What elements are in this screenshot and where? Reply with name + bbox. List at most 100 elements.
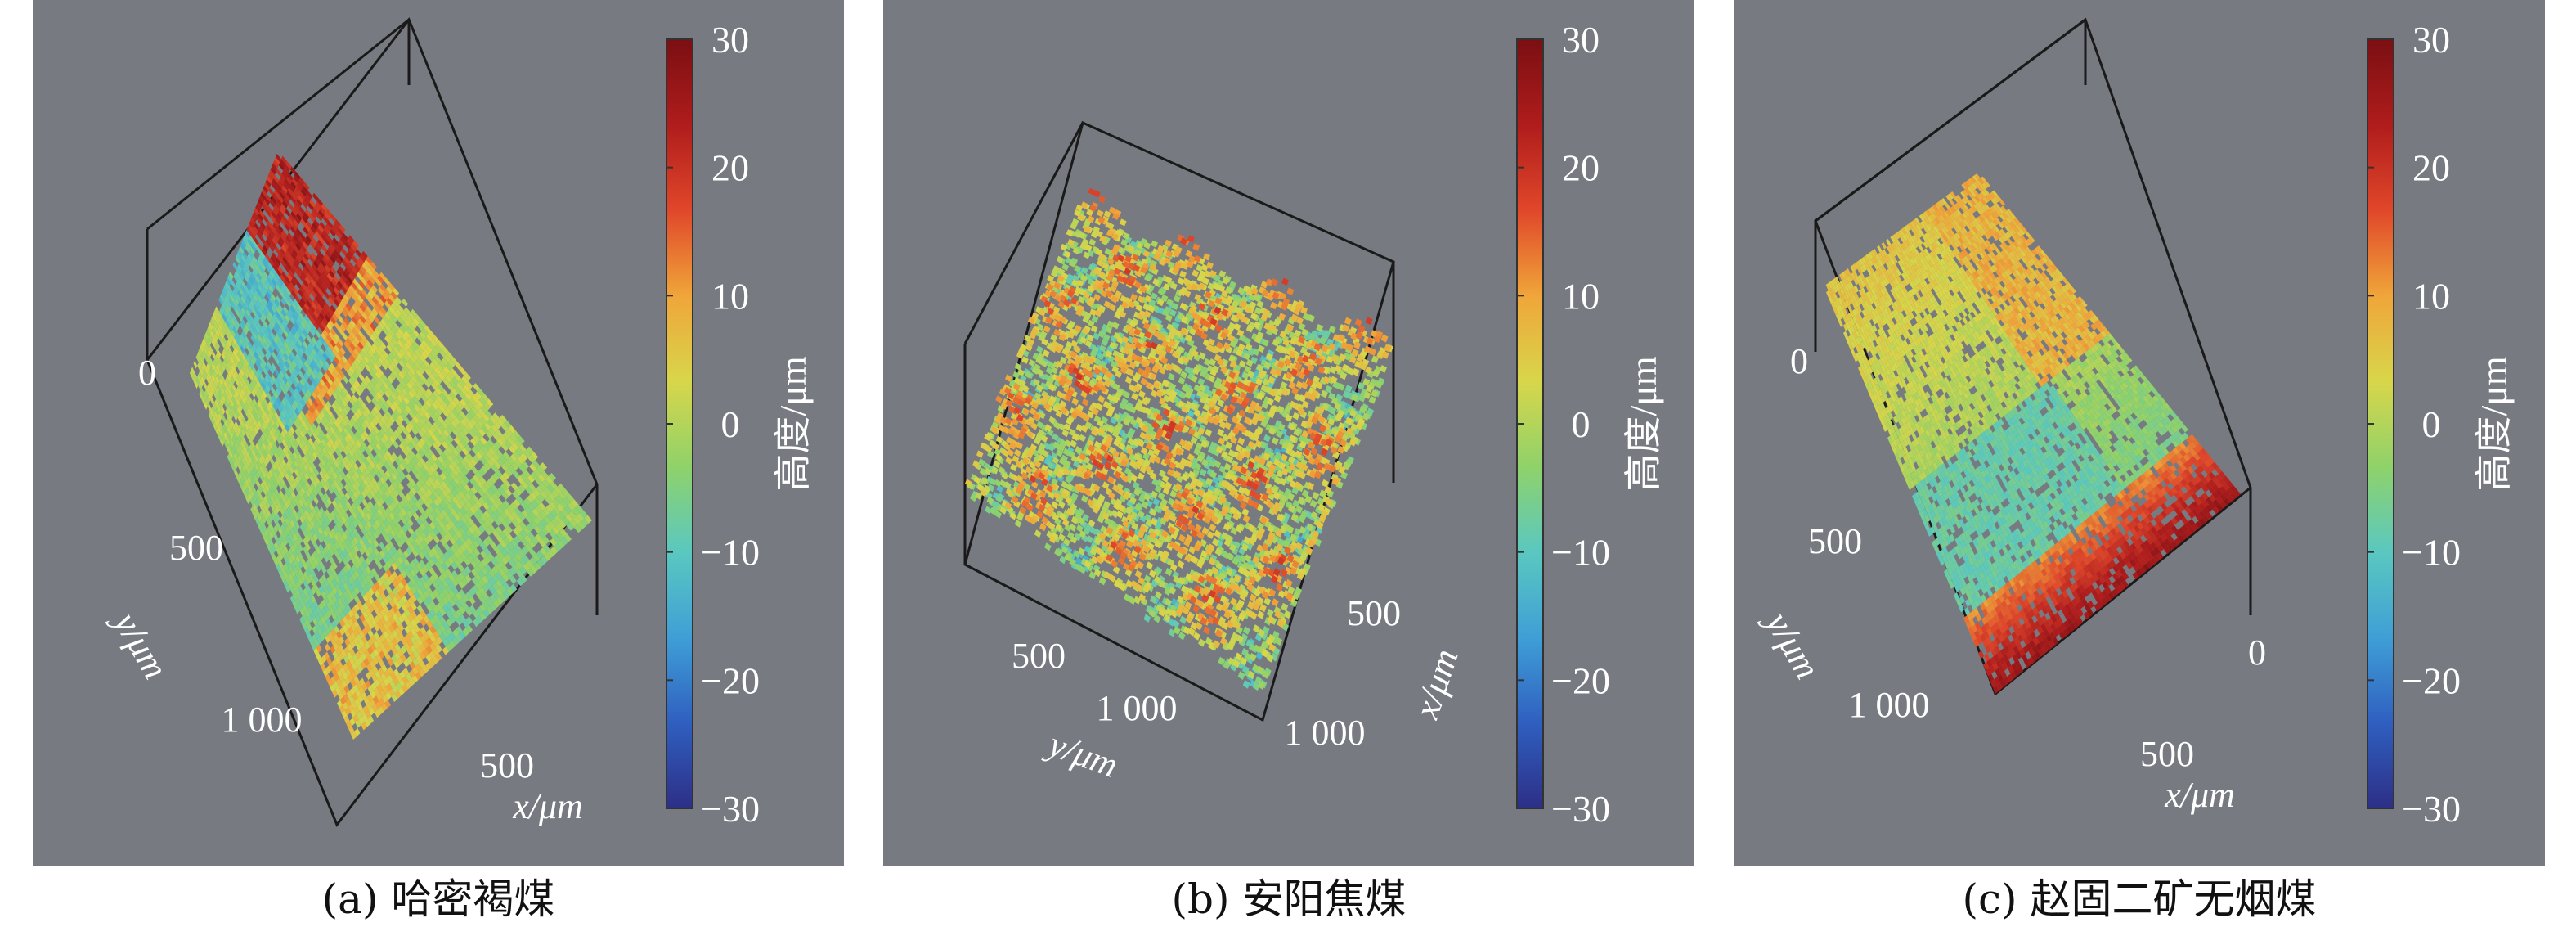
surface-cell — [1001, 471, 1008, 480]
surface-cell — [491, 464, 499, 473]
surface-cell — [391, 509, 398, 518]
surface-cell — [445, 425, 453, 435]
surface-cell — [351, 281, 357, 290]
surface-cell — [405, 493, 411, 502]
surface-cell — [325, 276, 331, 285]
surface-cell — [323, 546, 330, 555]
surface-cell — [550, 481, 558, 490]
surface-cell — [367, 314, 375, 323]
surface-cell — [386, 594, 393, 603]
surface-cell — [465, 591, 473, 600]
surface-cell — [306, 497, 312, 506]
surface-cell — [307, 429, 312, 438]
surface-cell — [360, 510, 366, 519]
surface-cell — [492, 591, 500, 600]
surface-cell — [463, 435, 470, 444]
surface-cell — [1010, 463, 1017, 472]
surface-cell — [345, 302, 352, 312]
surface-cell — [1104, 248, 1112, 256]
surface-cell — [302, 317, 308, 326]
surface-cell — [285, 349, 290, 358]
surface-cell — [200, 353, 205, 362]
surface-cell — [1096, 209, 1104, 218]
surface-cell — [458, 588, 466, 598]
surface-cell — [329, 662, 334, 671]
surface-cell — [425, 459, 433, 469]
surface-cell — [523, 497, 532, 506]
surface-cell — [447, 403, 455, 412]
surface-cell — [424, 479, 432, 488]
surface-cell — [401, 595, 408, 604]
surface-cell — [993, 460, 1001, 469]
surface-cell — [263, 230, 269, 239]
surface-cell — [298, 577, 303, 586]
surface-cell — [450, 479, 457, 488]
colorbar-tick-label: 20 — [711, 147, 749, 189]
surface-cell — [335, 341, 342, 350]
surface-cell — [327, 429, 334, 438]
surface-cell — [280, 540, 286, 549]
surface-cell — [335, 231, 343, 240]
surface-cell — [263, 466, 269, 476]
surface-cell — [424, 536, 431, 545]
surface-cell — [392, 685, 398, 694]
surface-cell — [214, 332, 219, 341]
surface-cell — [359, 630, 366, 640]
surface-cell — [256, 231, 262, 240]
surface-cell — [427, 505, 434, 514]
surface-cell — [411, 466, 418, 476]
surface-cell — [325, 452, 331, 461]
surface-cell — [321, 375, 328, 385]
surface-cell — [984, 467, 992, 476]
surface-cell — [329, 547, 334, 556]
surface-cell — [471, 425, 479, 435]
surface-cell — [491, 574, 500, 583]
surface-cell — [1106, 229, 1114, 237]
surface-cell — [280, 515, 285, 524]
surface-cell — [321, 355, 326, 364]
surface-cell — [237, 249, 243, 258]
surface-cell — [355, 533, 361, 542]
surface-cell — [499, 475, 507, 484]
surface-cell — [385, 560, 392, 569]
surface-cell — [279, 191, 285, 200]
surface-cell — [293, 310, 299, 319]
surface-cell — [271, 406, 276, 415]
surface-cell — [283, 554, 289, 563]
surface-cell — [335, 476, 341, 485]
surface-cell — [391, 655, 397, 664]
surface-cell — [206, 328, 210, 337]
surface-cell — [351, 293, 357, 302]
surface-cell — [204, 343, 209, 352]
surface-cell — [345, 596, 352, 605]
surface-cell — [405, 681, 411, 690]
surface-cell — [429, 633, 436, 643]
surface-cell — [303, 424, 310, 433]
surface-cell — [213, 411, 218, 420]
surface-cell — [447, 454, 454, 463]
surface-cell — [281, 503, 287, 513]
surface-cell — [267, 432, 272, 441]
surface-cell — [406, 350, 412, 359]
surface-cell — [258, 436, 264, 445]
surface-cell — [536, 513, 544, 523]
surface-cell — [395, 457, 402, 466]
surface-cell — [375, 700, 382, 709]
surface-cell — [455, 530, 463, 539]
surface-cell — [329, 385, 334, 394]
surface-cell — [321, 332, 327, 341]
surface-cell — [984, 433, 991, 442]
surface-cell — [285, 276, 291, 286]
surface-cell — [310, 225, 316, 234]
surface-cell — [352, 637, 359, 646]
surface-cell — [289, 528, 295, 537]
surface-cell — [365, 574, 371, 583]
surface-cell — [447, 371, 455, 380]
surface-cell — [473, 547, 481, 557]
surface-cell — [283, 279, 289, 288]
surface-cell — [258, 365, 263, 374]
surface-cell — [248, 291, 254, 300]
surface-cell — [1086, 299, 1094, 308]
surface-cell — [475, 528, 482, 537]
surface-cell — [305, 568, 312, 577]
